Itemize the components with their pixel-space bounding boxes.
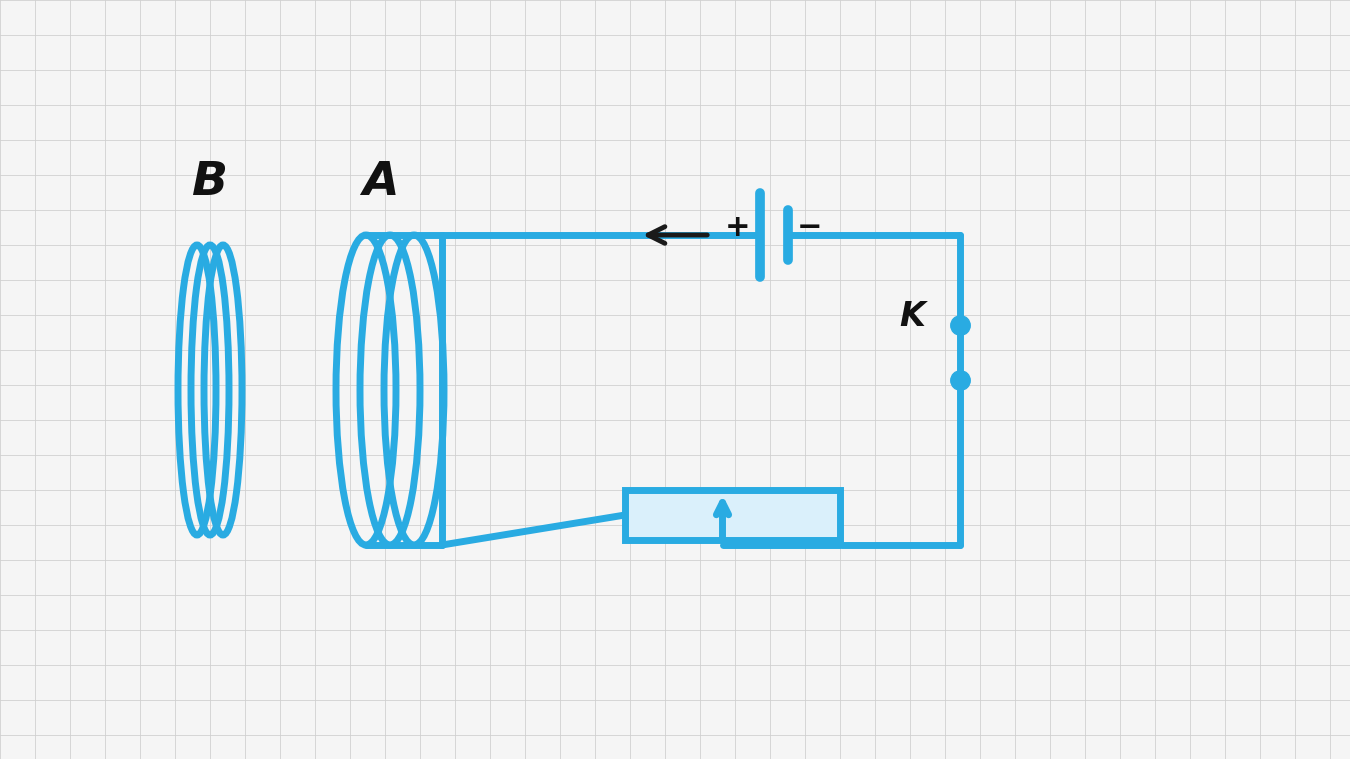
FancyBboxPatch shape [625, 490, 840, 540]
Text: A: A [362, 160, 398, 205]
Text: −: − [798, 213, 822, 241]
Text: B: B [192, 160, 228, 205]
Text: +: + [725, 213, 751, 241]
Text: K: K [899, 301, 925, 333]
